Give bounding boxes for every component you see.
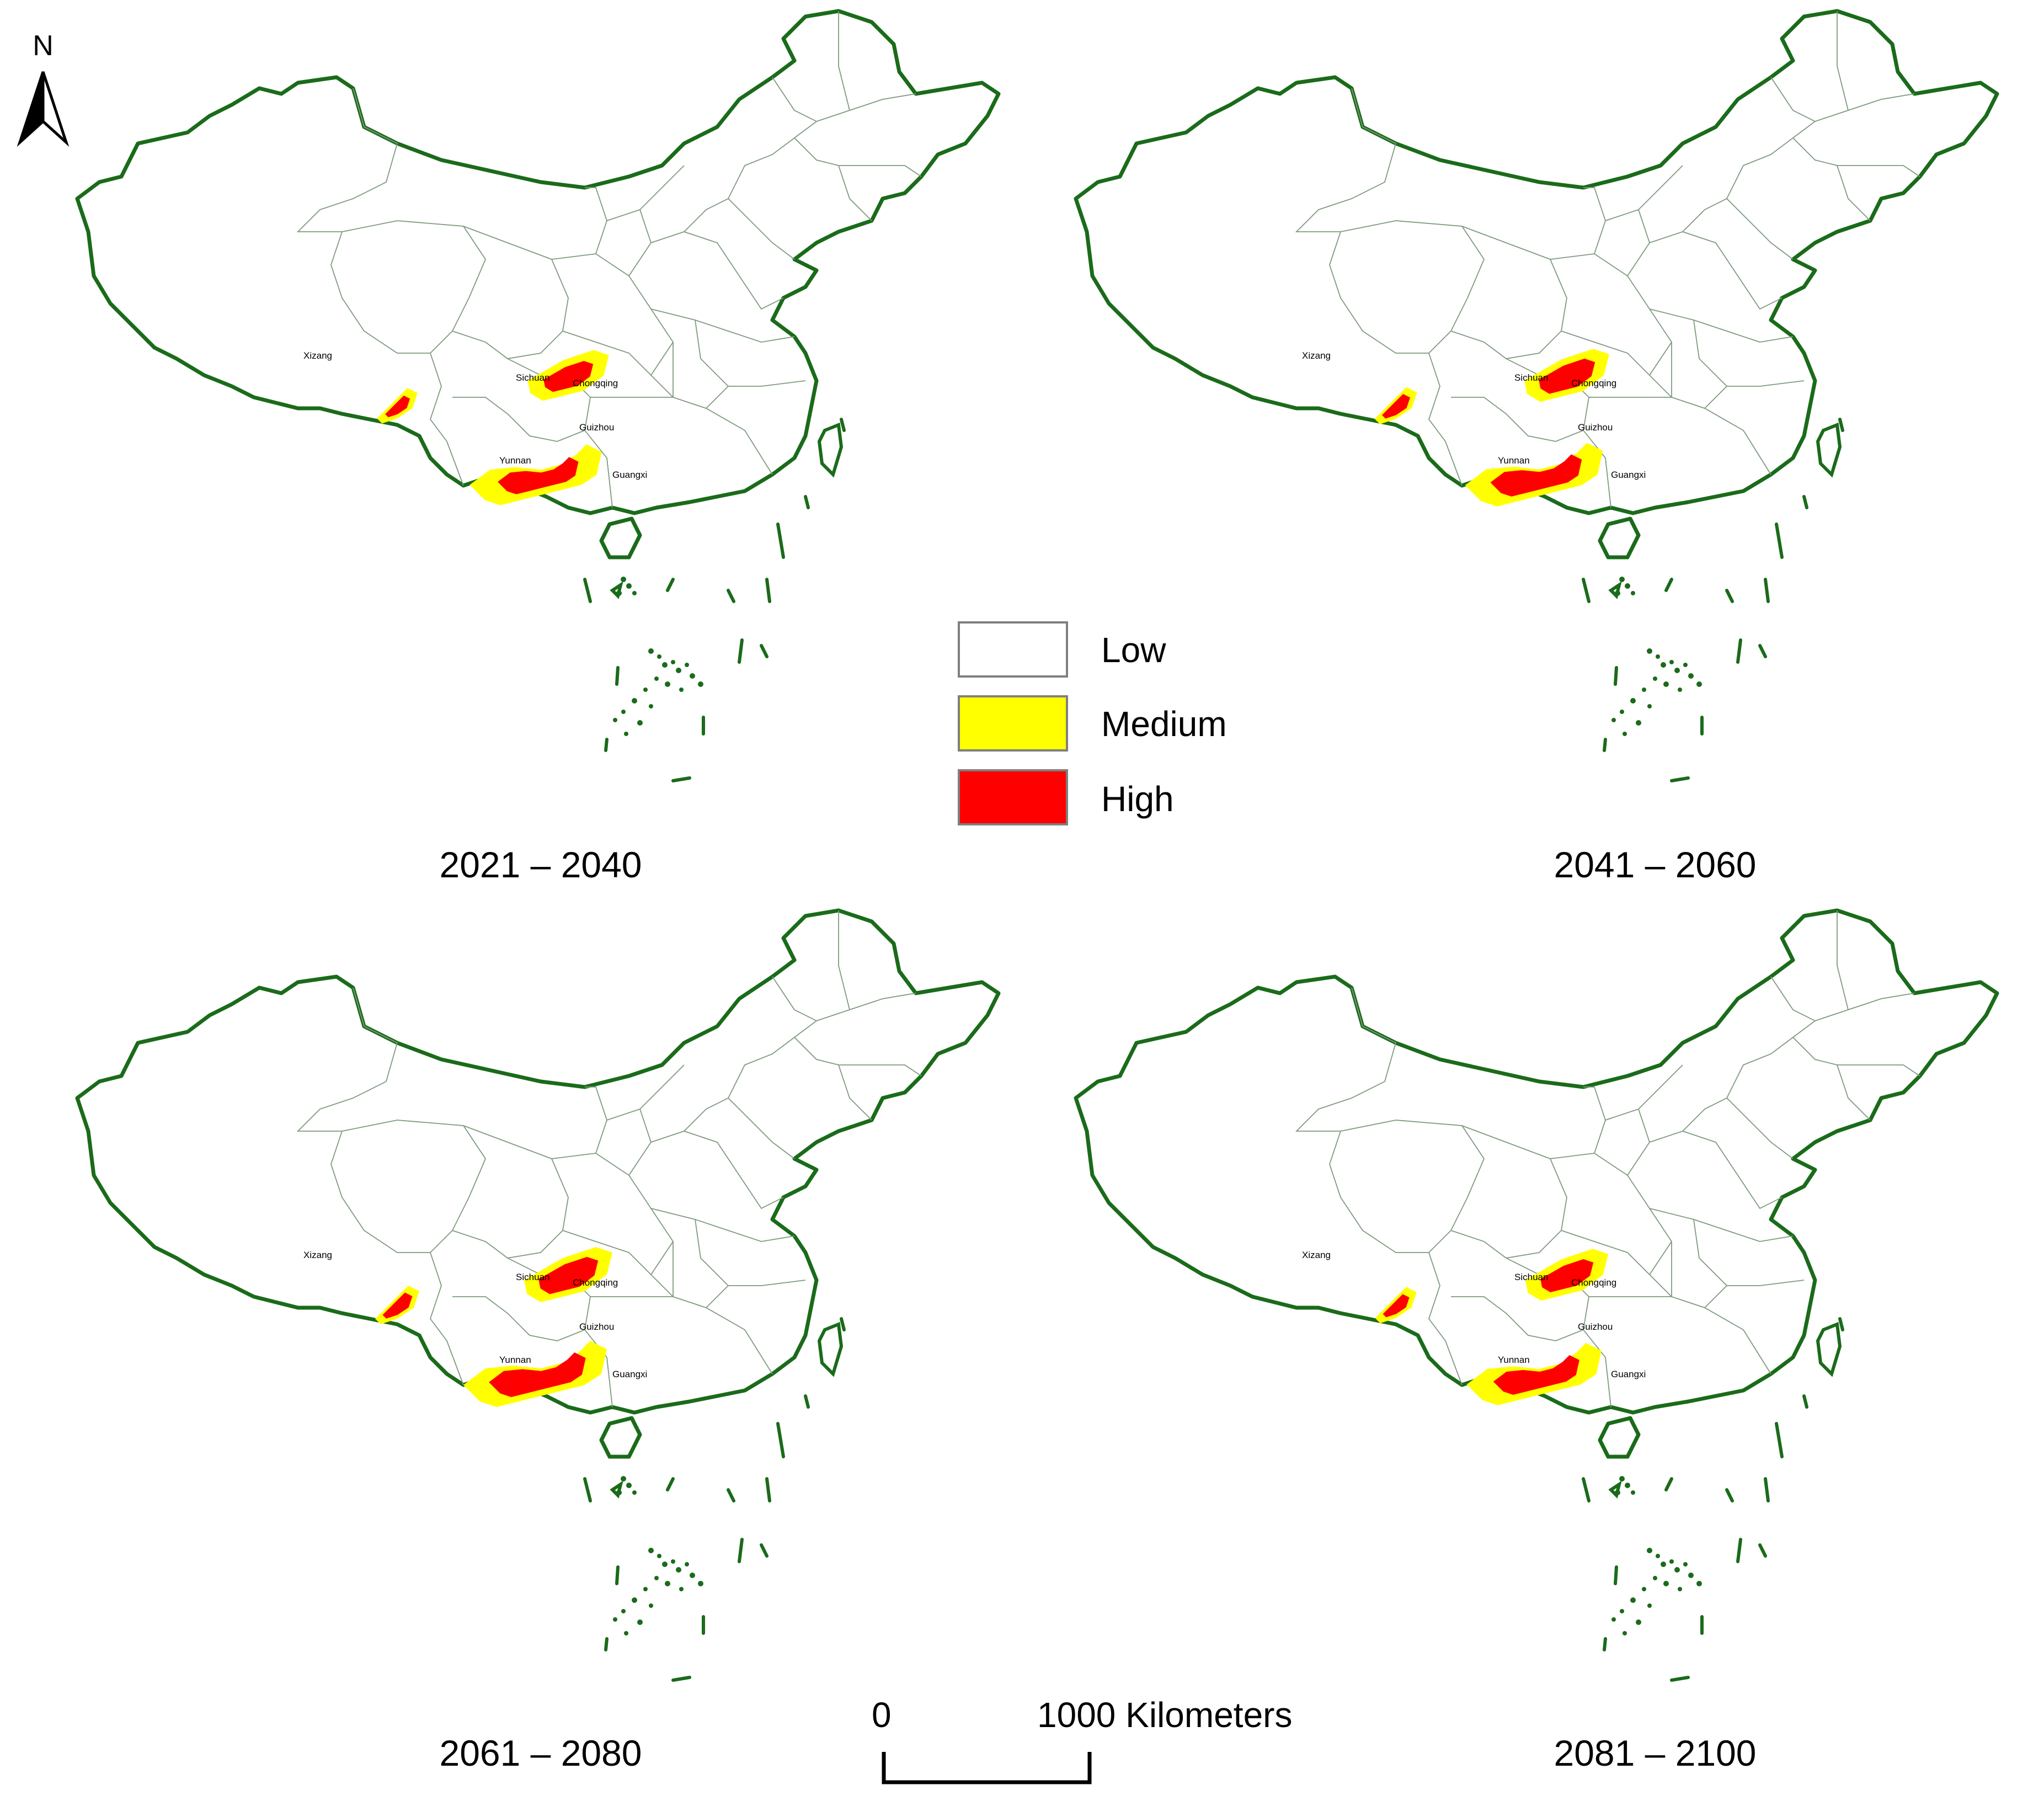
province-label-guangxi: Guangxi <box>1611 470 1646 480</box>
period-label-3: 2061 – 2080 <box>439 1733 642 1773</box>
suitability-sichuan-high <box>1540 1259 1594 1292</box>
period-label-4: 2081 – 2100 <box>1554 1733 1756 1773</box>
suitability-yunnan-guangxi-high <box>1490 454 1582 497</box>
province-label-yunnan: Yunnan <box>499 1355 531 1365</box>
province-label-sichuan: Sichuan <box>516 1272 549 1282</box>
suitability-yunnan-guangxi-high <box>498 457 579 494</box>
period-label-1: 2021 – 2040 <box>439 844 642 885</box>
legend-label-high: High <box>1101 779 1174 819</box>
map-panel-1: Xizang Sichuan Chongqing Guizhou Yunnan Guang… <box>77 11 999 781</box>
map-panel-3: Xizang Sichuan Chongqing Guizhou Yunnan Guang… <box>77 910 999 1680</box>
province-label-chongqing: Chongqing <box>573 378 618 388</box>
scale-bar: 0 1000 Kilometers <box>872 1695 1292 1784</box>
map-panel-4: Xizang Sichuan Chongqing Guizhou Yunnan Guang… <box>1076 910 1997 1680</box>
legend-swatch-low <box>958 621 1068 678</box>
legend-swatch-medium <box>958 695 1068 752</box>
map-panel-2: Xizang Sichuan Chongqing Guizhou Yunnan Guang… <box>1076 11 1997 781</box>
scale-label-end: 1000 Kilometers <box>1037 1695 1292 1735</box>
legend-label-medium: Medium <box>1101 704 1227 744</box>
province-label-sichuan: Sichuan <box>1514 372 1548 383</box>
north-arrow: N <box>17 30 70 147</box>
province-label-sichuan: Sichuan <box>1514 1272 1548 1282</box>
province-label-xizang: Xizang <box>1302 1250 1331 1260</box>
province-label-chongqing: Chongqing <box>573 1277 618 1288</box>
province-label-yunnan: Yunnan <box>1498 1355 1530 1365</box>
province-label-guangxi: Guangxi <box>612 470 647 480</box>
province-label-chongqing: Chongqing <box>1571 1277 1616 1288</box>
suitability-yunnan-guangxi-high <box>1493 1355 1579 1395</box>
province-label-chongqing: Chongqing <box>1571 378 1616 388</box>
legend-label-low: Low <box>1101 630 1166 670</box>
suitability-xizang-high <box>385 395 410 418</box>
suitability-sichuan-high <box>543 361 594 392</box>
province-label-guizhou: Guizhou <box>1578 422 1613 433</box>
province-label-sichuan: Sichuan <box>516 372 549 383</box>
province-label-xizang: Xizang <box>303 350 332 361</box>
suitability-sichuan-high <box>538 1256 599 1294</box>
suitability-xizang-high <box>1382 394 1410 419</box>
legend: Low Medium High <box>958 621 1227 825</box>
suitability-yunnan-guangxi-high <box>489 1352 586 1397</box>
suitability-xizang-high <box>382 1292 413 1319</box>
scale-label-start: 0 <box>872 1695 892 1735</box>
period-label-2: 2041 – 2060 <box>1554 844 1756 885</box>
province-label-guangxi: Guangxi <box>612 1369 647 1379</box>
province-label-xizang: Xizang <box>1302 350 1331 361</box>
province-label-yunnan: Yunnan <box>1498 455 1530 466</box>
legend-swatch-high <box>958 769 1068 825</box>
province-label-yunnan: Yunnan <box>499 455 531 466</box>
scale-bar-line <box>882 1752 1092 1784</box>
province-label-guizhou: Guizhou <box>1578 1322 1613 1332</box>
province-label-xizang: Xizang <box>303 1250 332 1260</box>
province-label-guangxi: Guangxi <box>1611 1369 1646 1379</box>
province-label-guizhou: Guizhou <box>579 422 614 433</box>
province-label-guizhou: Guizhou <box>579 1322 614 1332</box>
suitability-xizang-high <box>1383 1294 1410 1318</box>
suitability-sichuan-high <box>1539 358 1595 394</box>
north-label: N <box>33 30 54 62</box>
